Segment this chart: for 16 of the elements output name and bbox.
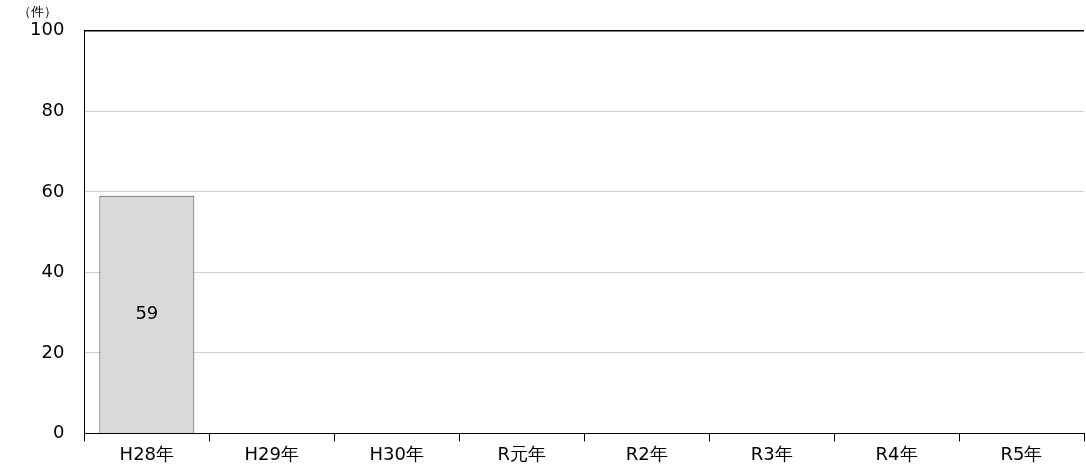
x-tick-label: R4年 xyxy=(875,442,918,464)
x-tick-label: H29年 xyxy=(244,442,300,464)
data-label: 59 xyxy=(135,302,159,324)
y-tick-label: 20 xyxy=(41,340,65,362)
y-tick-label: 60 xyxy=(41,179,65,201)
x-tick-label: R3年 xyxy=(750,442,793,464)
y-tick-label: 40 xyxy=(41,260,65,282)
y-tick-label: 80 xyxy=(41,98,65,120)
y-tick-label: 0 xyxy=(52,421,65,443)
x-tick-label: H28年 xyxy=(119,442,175,464)
y-axis-title: （件） xyxy=(18,3,57,19)
x-tick-label: H30年 xyxy=(369,442,424,464)
x-tick-label: R5年 xyxy=(1000,442,1043,464)
x-tick-label: R2年 xyxy=(625,442,668,464)
y-tick-label: 100 xyxy=(30,18,65,40)
x-tick-label: R元年 xyxy=(497,442,546,464)
